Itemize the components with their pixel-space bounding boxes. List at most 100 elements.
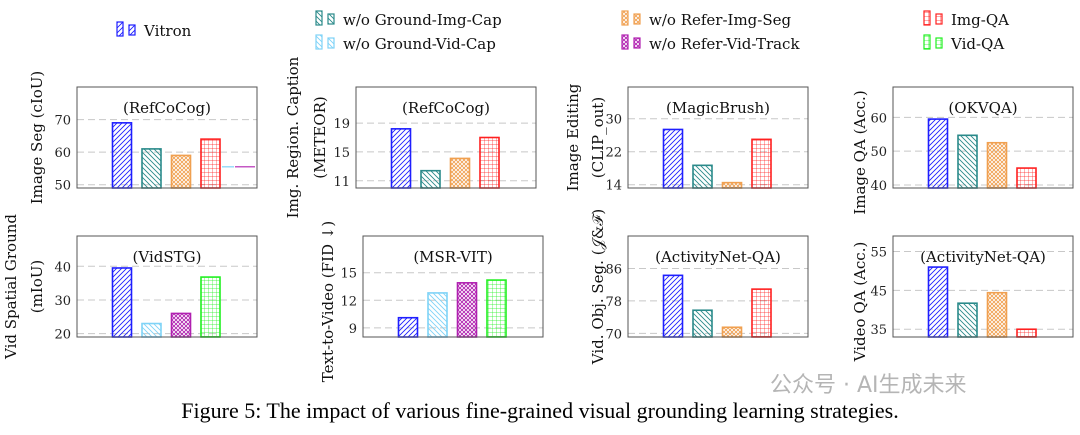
legend-item: Vitron	[116, 21, 192, 40]
subplot: 40 50 60 (OKVQA) Image QA (Acc.)	[851, 86, 1074, 215]
subplot-title: (RefCoCog)	[123, 99, 211, 117]
legend-swatch-icon	[621, 34, 641, 50]
subplot: 70 78 86 (ActivityNet-QA) Vid. Obj. Seg. (𝒥&…	[589, 209, 809, 365]
y-tick-label: 78	[605, 295, 622, 310]
bar	[390, 128, 412, 189]
y-tick-label: 19	[333, 117, 350, 132]
axes-frame	[362, 235, 544, 338]
legend-item: Img-QA	[923, 10, 1009, 29]
bar	[1016, 167, 1037, 189]
bar	[662, 128, 684, 189]
figure-caption: Figure 5: The impact of various fine-gra…	[181, 398, 898, 423]
y-tick-label: 50	[870, 145, 887, 160]
legend-item: w/o Ground-Img-Cap	[315, 10, 502, 29]
y-tick-label: 14	[605, 179, 622, 194]
bar	[721, 181, 743, 189]
subplot: 35 45 55 (ActivityNet-QA) Video QA (Acc.)	[851, 235, 1074, 363]
bar	[141, 148, 162, 189]
legend-label: w/o Ground-Img-Cap	[343, 11, 502, 29]
bar	[721, 326, 743, 338]
y-tick-label: 22	[605, 146, 622, 161]
y-tick-label: 40	[54, 260, 71, 275]
bar	[927, 266, 949, 338]
legend-item: w/o Ground-Vid-Cap	[315, 34, 496, 53]
axes-frame	[892, 86, 1074, 189]
bar	[111, 122, 133, 189]
bar	[662, 274, 684, 338]
legend-label: Vid-QA	[950, 35, 1004, 53]
bar	[957, 302, 978, 338]
bar	[170, 312, 192, 338]
bar	[449, 157, 471, 189]
bar	[141, 322, 162, 338]
y-tick-label: 30	[605, 113, 622, 128]
y-tick-label: 40	[870, 179, 887, 194]
y-tick-label: 9	[349, 322, 357, 337]
y-axis-label: (mIoU)	[28, 260, 46, 314]
legend-item: w/o Refer-Img-Seg	[621, 10, 792, 29]
y-axis-label: Vid. Obj. Seg. (𝒥&ℱ)	[589, 209, 607, 365]
subplot-title: (OKVQA)	[948, 99, 1017, 117]
y-tick-label: 11	[333, 175, 350, 190]
bar	[427, 292, 448, 338]
y-tick-label: 55	[870, 246, 887, 261]
y-tick-label: 45	[870, 284, 887, 299]
bar	[397, 316, 419, 338]
subplot-title: (ActivityNet-QA)	[655, 248, 781, 266]
subplot: 11 15 19 (RefCoCog) Img. Region. Caption (MET…	[284, 56, 537, 218]
legend-label: Vitron	[143, 22, 192, 40]
legend-item: w/o Refer-Vid-Track	[621, 34, 800, 53]
legend-item: Vid-QA	[923, 34, 1004, 53]
bar	[1016, 328, 1037, 338]
bar	[751, 138, 772, 189]
subplot-title: (ActivityNet-QA)	[920, 248, 1046, 266]
bar	[927, 118, 949, 189]
bar	[692, 309, 713, 338]
legend-swatch-icon	[116, 21, 136, 37]
y-axis-label: Vid Spatial Ground	[2, 214, 20, 360]
bar	[692, 164, 713, 189]
bar	[420, 169, 441, 189]
legend-swatch-icon	[923, 10, 943, 26]
axes-frame	[76, 86, 258, 189]
y-axis-label: Image Editing	[564, 83, 582, 191]
legend-swatch-icon	[315, 34, 335, 50]
y-axis-label: (CLIP_out)	[589, 97, 607, 178]
watermark: 公众号 · AI生成未来	[770, 373, 967, 398]
y-axis-label: Text-to-Video (FID ↓)	[319, 221, 337, 382]
y-tick-label: 30	[54, 294, 71, 309]
legend-swatch-icon	[923, 34, 943, 50]
subplot-title: (MSR-VIT)	[413, 248, 492, 266]
bar	[986, 141, 1008, 189]
y-axis-label: Img. Region. Caption	[284, 56, 302, 218]
panels: 50 60 70 (RefCoCog) Image Seg (cIoU) 20 30 40 (V…	[2, 56, 1074, 382]
subplot: 9 12 15 (MSR-VIT) Text-to-Video (FID ↓)	[319, 221, 544, 382]
bar	[986, 291, 1008, 338]
bar	[170, 154, 192, 189]
subplot: 14 22 30 (MagicBrush) Image Editing (CLIP_out…	[564, 83, 809, 194]
legend: Vitron w/o Ground-Img-Cap w/o Ground-Vid-C…	[116, 10, 1009, 53]
legend-swatch-icon	[315, 10, 335, 26]
legend-label: w/o Ground-Vid-Cap	[343, 35, 496, 53]
legend-label: w/o Refer-Img-Seg	[649, 11, 792, 29]
axes-frame	[627, 86, 809, 189]
y-tick-label: 15	[333, 146, 350, 161]
subplot-title: (RefCoCog)	[402, 99, 490, 117]
subplot-title: (MagicBrush)	[666, 99, 770, 117]
axes-frame	[355, 86, 537, 189]
y-axis-label: Image QA (Acc.)	[851, 90, 869, 214]
y-tick-label: 70	[54, 114, 71, 129]
legend-swatch-icon	[621, 10, 641, 26]
y-tick-label: 50	[54, 179, 71, 194]
bar	[200, 138, 221, 189]
axes-frame	[627, 235, 809, 338]
bar	[486, 279, 507, 338]
subplot-title: (VidSTG)	[133, 248, 202, 266]
y-tick-label: 86	[605, 262, 622, 277]
legend-label: w/o Refer-Vid-Track	[649, 35, 800, 53]
y-tick-label: 15	[340, 267, 357, 282]
y-axis-label: (METEOR)	[311, 96, 329, 179]
y-tick-label: 20	[54, 328, 71, 343]
y-axis-label: Video QA (Acc.)	[851, 242, 869, 363]
y-tick-label: 35	[870, 323, 887, 338]
